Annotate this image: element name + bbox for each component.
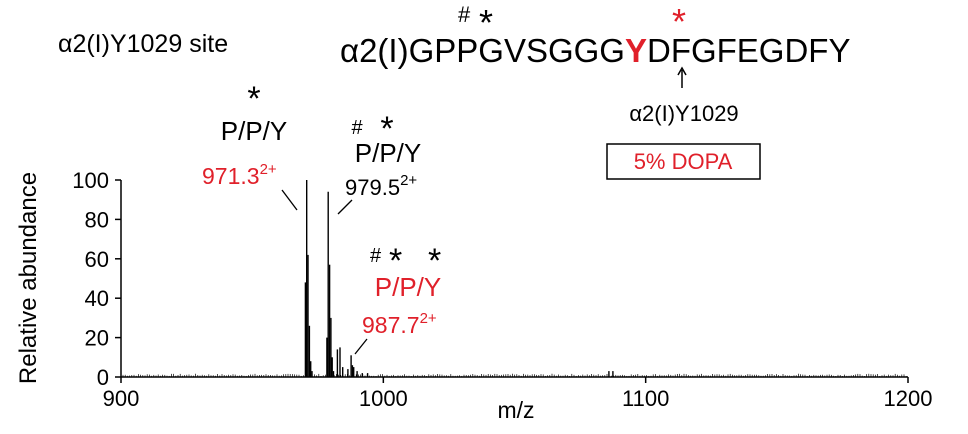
axes: 0 20 40 60 80 100 900 1000 1100 1200 (72, 168, 932, 411)
peak3-marks: # * * (370, 242, 441, 280)
peak3-charge: 2+ (420, 310, 437, 327)
peak3-mz-value: 987.7 (362, 312, 420, 338)
spectrum-bars (304, 180, 614, 377)
sequence-middle: PPGVSGGG (434, 32, 625, 69)
sequence-hash-mark: # (458, 2, 471, 27)
peak2-charge: 2+ (400, 172, 417, 189)
peak1-marks: * (247, 80, 260, 118)
dopa-label: 5% DOPA (634, 149, 733, 174)
peak3-leader (354, 338, 368, 355)
peak3-star1: * (389, 242, 402, 280)
peak1-mz-value: 971.3 (202, 163, 260, 189)
y-axis-label: Relative abundance (15, 172, 42, 384)
y-tick-label: 20 (85, 326, 109, 351)
site-arrow-label: α2(I)Y1029 (629, 101, 738, 126)
sequence-star-black: * (479, 2, 493, 43)
y-tick-label: 0 (97, 365, 109, 390)
peak3-star2: * (428, 242, 441, 280)
peak1-mz: 971.32+ (202, 161, 277, 189)
x-tick-label: 1200 (884, 386, 933, 411)
peak3-hash: # (370, 245, 382, 267)
x-tick-label: 1100 (622, 386, 669, 411)
peak1-charge: 2+ (260, 161, 277, 178)
peak1-leader (281, 189, 298, 211)
peak2-mz: 979.52+ (345, 172, 417, 200)
sequence-highlight: Y (625, 32, 647, 69)
dopa-box (606, 143, 761, 180)
peak3-mz: 987.72+ (362, 310, 437, 338)
x-tick-label: 1000 (359, 386, 408, 411)
peak1-label: P/P/Y (221, 116, 287, 146)
peak3-label: P/P/Y (375, 272, 441, 302)
peak2-mz-value: 979.5 (345, 175, 400, 200)
peak2-hash: # (351, 117, 363, 139)
peak2-marks: # * (351, 110, 393, 148)
peak2-leader (337, 199, 353, 215)
peptide-sequence: α2(I)GPPGVSGGGYDFGFEGDFY (340, 32, 850, 69)
sequence-suffix: DFGFEGDFY (647, 32, 851, 69)
y-tick-label: 100 (72, 168, 109, 193)
y-tick-label: 60 (85, 247, 109, 272)
peak2-label: P/P/Y (355, 138, 421, 168)
site-label: α2(I)Y1029 site (58, 30, 228, 58)
y-tick-label: 40 (85, 286, 109, 311)
x-axis-label: m/z (497, 397, 534, 423)
sequence-star-red: * (672, 1, 686, 42)
site-arrow-head (677, 66, 687, 76)
peak2-star: * (380, 110, 393, 148)
y-tick-label: 80 (85, 207, 109, 232)
x-tick-label: 900 (103, 386, 140, 411)
sequence-prefix: α2(I)G (340, 32, 434, 69)
